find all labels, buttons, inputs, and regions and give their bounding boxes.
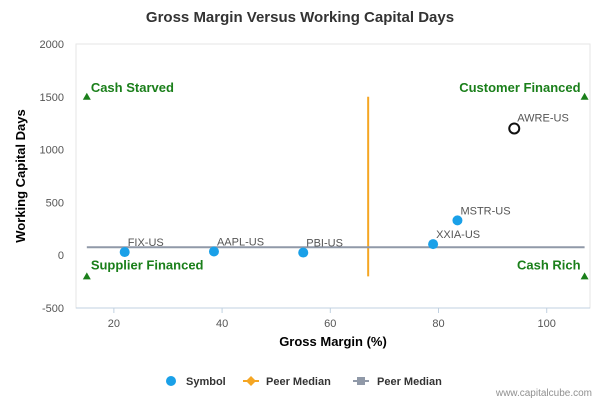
legend: Symbol Peer Median Peer Median xyxy=(166,376,442,388)
x-axis-title: Gross Margin (%) xyxy=(279,334,387,349)
cash-starved-label: Cash Starved xyxy=(91,80,174,95)
data-point xyxy=(428,239,439,250)
y-tick-label: 1000 xyxy=(40,145,64,157)
legend-label: Peer Median xyxy=(377,376,442,388)
legend-label: Symbol xyxy=(186,376,226,388)
y-tick-label: 1500 xyxy=(40,92,64,104)
cash-rich-marker xyxy=(580,272,589,280)
data-point-label: MSTR-US xyxy=(460,205,510,217)
y-tick-label: -500 xyxy=(42,303,64,315)
data-point-label: FIX-US xyxy=(128,237,164,249)
y-axis-title: Working Capital Days xyxy=(13,109,28,242)
data-point xyxy=(452,215,463,226)
customer-financed-marker xyxy=(580,92,589,100)
data-point xyxy=(208,246,219,257)
supplier-financed-label: Supplier Financed xyxy=(91,257,204,272)
customer-financed-label: Customer Financed xyxy=(459,80,580,95)
data-point-label: PBI-US xyxy=(306,238,343,250)
y-tick-label: 2000 xyxy=(40,39,64,51)
highlight-data-point-label: AWRE-US xyxy=(517,112,569,124)
legend-label: Peer Median xyxy=(266,376,331,388)
cash-rich-label: Cash Rich xyxy=(517,257,581,272)
cash-starved-marker xyxy=(82,92,91,100)
legend-symbol-diamond xyxy=(246,376,256,386)
data-point-label: AAPL-US xyxy=(217,237,264,249)
x-tick-label: 40 xyxy=(216,318,228,330)
y-tick-label: 500 xyxy=(46,197,64,209)
chart-title: Gross Margin Versus Working Capital Days xyxy=(146,9,454,26)
data-point xyxy=(298,247,309,258)
credit-text: www.capitalcube.com xyxy=(495,388,592,399)
x-tick-label: 100 xyxy=(538,318,556,330)
supplier-financed-marker xyxy=(82,272,91,280)
x-tick-label: 60 xyxy=(324,318,336,330)
x-tick-label: 20 xyxy=(108,318,120,330)
y-tick-label: 0 xyxy=(58,250,64,262)
data-point xyxy=(119,247,130,258)
legend-symbol-circle xyxy=(166,376,176,386)
highlight-data-point xyxy=(508,122,521,135)
legend-symbol-square xyxy=(357,377,365,385)
data-point-label: XXIA-US xyxy=(436,229,480,241)
x-tick-label: 80 xyxy=(432,318,444,330)
